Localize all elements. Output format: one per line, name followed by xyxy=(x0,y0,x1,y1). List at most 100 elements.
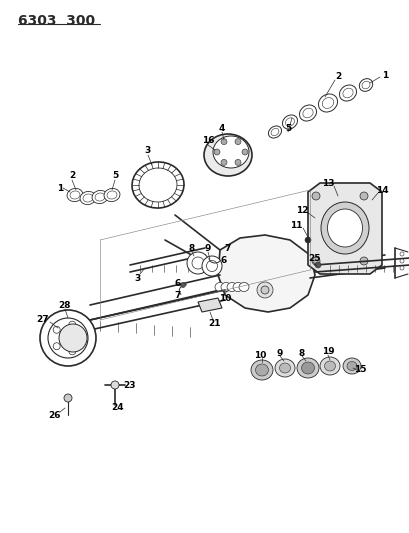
Text: 6303  300: 6303 300 xyxy=(18,14,95,28)
Circle shape xyxy=(191,257,204,269)
Circle shape xyxy=(311,257,319,265)
Circle shape xyxy=(111,381,119,389)
Ellipse shape xyxy=(319,357,339,375)
Text: 8: 8 xyxy=(189,244,195,253)
Ellipse shape xyxy=(342,88,352,98)
Text: 8: 8 xyxy=(298,349,304,358)
Ellipse shape xyxy=(227,282,236,292)
Text: 15: 15 xyxy=(353,366,365,375)
Ellipse shape xyxy=(302,108,312,118)
Circle shape xyxy=(60,330,76,346)
Text: 1: 1 xyxy=(57,183,63,192)
Ellipse shape xyxy=(318,94,337,112)
Ellipse shape xyxy=(92,190,108,204)
Text: 2: 2 xyxy=(334,71,340,80)
Text: 12: 12 xyxy=(295,206,308,214)
Circle shape xyxy=(261,286,268,294)
Text: 5: 5 xyxy=(112,171,118,180)
Circle shape xyxy=(399,266,403,270)
Circle shape xyxy=(40,310,96,366)
Circle shape xyxy=(69,321,76,328)
Circle shape xyxy=(256,282,272,298)
Text: 10: 10 xyxy=(218,294,231,303)
Ellipse shape xyxy=(70,191,80,199)
Ellipse shape xyxy=(255,364,268,376)
Ellipse shape xyxy=(358,79,372,91)
Circle shape xyxy=(202,256,221,276)
Ellipse shape xyxy=(339,85,356,101)
Ellipse shape xyxy=(107,191,117,199)
Ellipse shape xyxy=(213,136,248,168)
Text: 7: 7 xyxy=(224,244,231,253)
Text: 19: 19 xyxy=(321,348,333,357)
Text: 25: 25 xyxy=(308,254,321,262)
Text: 3: 3 xyxy=(144,146,151,155)
Circle shape xyxy=(220,139,227,144)
Ellipse shape xyxy=(270,128,278,135)
Circle shape xyxy=(59,324,87,352)
Text: 23: 23 xyxy=(124,382,136,391)
Text: 9: 9 xyxy=(276,349,283,358)
Polygon shape xyxy=(307,183,381,274)
Circle shape xyxy=(234,159,240,165)
Ellipse shape xyxy=(324,361,335,371)
Circle shape xyxy=(359,192,367,200)
Circle shape xyxy=(69,348,76,355)
Ellipse shape xyxy=(139,168,177,202)
Ellipse shape xyxy=(95,193,105,201)
Circle shape xyxy=(206,261,217,271)
Ellipse shape xyxy=(342,358,360,374)
Text: 1: 1 xyxy=(381,70,387,79)
Ellipse shape xyxy=(104,189,120,201)
Text: 5: 5 xyxy=(284,124,290,133)
Ellipse shape xyxy=(214,282,225,292)
Ellipse shape xyxy=(299,105,316,121)
Ellipse shape xyxy=(83,194,93,202)
Ellipse shape xyxy=(250,360,272,380)
Ellipse shape xyxy=(327,209,362,247)
Ellipse shape xyxy=(268,126,281,138)
Circle shape xyxy=(53,326,60,333)
Circle shape xyxy=(304,237,310,243)
Ellipse shape xyxy=(67,189,83,201)
Circle shape xyxy=(78,335,85,342)
Circle shape xyxy=(64,394,72,402)
Text: 26: 26 xyxy=(49,410,61,419)
Text: 6: 6 xyxy=(220,255,227,264)
Circle shape xyxy=(213,149,220,155)
Text: 11: 11 xyxy=(289,221,301,230)
Text: 21: 21 xyxy=(208,319,221,327)
Ellipse shape xyxy=(361,81,369,89)
Polygon shape xyxy=(218,235,314,312)
Text: 6: 6 xyxy=(175,279,181,287)
Text: 2: 2 xyxy=(69,171,75,180)
Ellipse shape xyxy=(274,359,294,377)
Text: 10: 10 xyxy=(253,351,265,359)
Ellipse shape xyxy=(80,191,96,205)
Circle shape xyxy=(311,192,319,200)
Ellipse shape xyxy=(301,362,314,374)
Ellipse shape xyxy=(285,118,294,126)
Circle shape xyxy=(399,252,403,256)
Circle shape xyxy=(48,318,88,358)
Text: 4: 4 xyxy=(218,124,225,133)
Ellipse shape xyxy=(238,282,248,292)
Ellipse shape xyxy=(346,361,356,370)
Text: 9: 9 xyxy=(204,244,211,253)
Polygon shape xyxy=(198,298,221,312)
Circle shape xyxy=(220,159,227,165)
Ellipse shape xyxy=(282,115,297,129)
Ellipse shape xyxy=(296,358,318,378)
Text: 28: 28 xyxy=(58,301,71,310)
Ellipse shape xyxy=(204,134,252,176)
Ellipse shape xyxy=(279,363,290,373)
Circle shape xyxy=(399,259,403,263)
Text: 27: 27 xyxy=(36,316,49,325)
Circle shape xyxy=(53,343,60,350)
Circle shape xyxy=(314,262,320,268)
Ellipse shape xyxy=(132,162,184,208)
Circle shape xyxy=(359,257,367,265)
Ellipse shape xyxy=(232,282,243,292)
Text: 16: 16 xyxy=(201,135,214,144)
Text: 13: 13 xyxy=(321,179,333,188)
